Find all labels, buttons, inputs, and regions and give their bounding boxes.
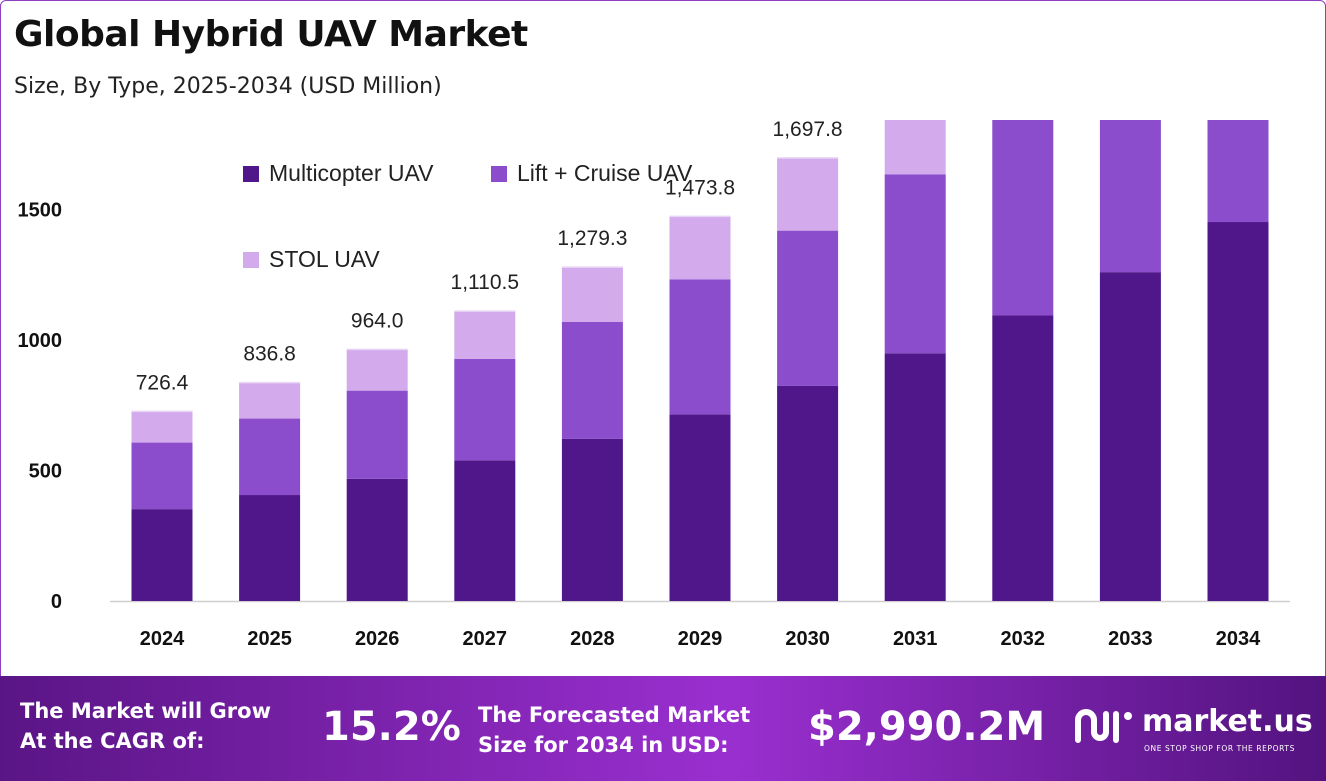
bar-total-label: 726.4 [136,371,189,394]
x-tick-label: 2026 [355,628,400,650]
legend-swatch [243,252,259,268]
x-tick-label: 2024 [140,628,185,650]
bar-total-label: 1,473.8 [665,176,735,199]
x-tick-label: 2027 [463,628,508,650]
bar-segment-multicopter-uav [992,315,1054,601]
bar-segment-stol-uav [561,267,623,322]
bar-total-label: 836.8 [243,343,296,366]
x-tick-label: 2030 [785,628,830,650]
bar-segment-lift-cruise-uav [1099,120,1161,273]
legend-swatch [491,166,507,182]
bar-segment-lift-cruise-uav [239,418,301,496]
bar-segment-multicopter-uav [669,414,731,601]
bar-segment-lift-cruise-uav [884,174,946,354]
bar-segment-multicopter-uav [561,438,623,601]
y-tick-label: 1000 [18,330,63,352]
cagr-label-line2: At the CAGR of: [20,729,205,753]
bar-segment-multicopter-uav [454,460,516,601]
chart-title: Global Hybrid UAV Market [14,14,528,55]
x-tick-label: 2033 [1108,628,1153,650]
bar-segment-stol-uav [669,216,731,280]
forecast-label-line1: The Forecasted Market [478,703,751,727]
bar-segment-stol-uav [777,157,839,231]
bar-segment-stol-uav [131,411,193,443]
bar-segment-multicopter-uav [239,495,301,601]
bar-segment-stol-uav [454,311,516,359]
bar-segment-lift-cruise-uav [1207,120,1269,223]
footer-banner: The Market will Grow At the CAGR of: 15.… [0,676,1326,781]
bar-segment-lift-cruise-uav [992,120,1054,316]
y-tick-label: 0 [51,591,62,613]
legend-label: Lift + Cruise UAV [517,160,693,186]
cagr-label-line1: The Market will Grow [20,699,271,723]
bar-segment-stol-uav [884,120,946,175]
forecast-label-line2: Size for 2034 in USD: [478,733,729,757]
bar-segment-multicopter-uav [777,385,839,601]
bar-segment-lift-cruise-uav [777,230,839,386]
x-tick-label: 2028 [570,628,615,650]
y-tick-label: 500 [29,461,62,483]
bar-total-label: 964.0 [351,309,404,332]
bar-segment-multicopter-uav [1207,222,1269,601]
bar-segment-multicopter-uav [1099,272,1161,601]
market-us-logo-icon [1075,709,1132,743]
bar-segment-lift-cruise-uav [131,442,193,510]
bar-segment-lift-cruise-uav [346,390,408,479]
x-tick-label: 2034 [1216,628,1261,650]
bar-segment-stol-uav [346,349,408,391]
legend-label: Multicopter UAV [269,160,434,186]
bar-segment-multicopter-uav [346,478,408,601]
legend-swatch [243,166,259,182]
bar-segment-multicopter-uav [131,509,193,601]
bar-total-label: 1,110.5 [451,271,520,294]
stacked-bar-chart: 0500100015002000250030003500726.42024836… [18,120,1290,650]
bar-total-label: 1,697.8 [773,120,843,141]
bar-segment-multicopter-uav [884,353,946,601]
x-tick-label: 2031 [893,628,938,650]
legend-label: STOL UAV [269,246,380,272]
x-tick-label: 2029 [678,628,723,650]
bar-segment-lift-cruise-uav [669,279,731,415]
forecast-value: $2,990.2M [808,704,1046,750]
cagr-value: 15.2% [322,704,461,750]
x-tick-label: 2025 [247,628,292,650]
market-us-logo[interactable]: market.us ONE STOP SHOP FOR THE REPORTS [1072,702,1313,762]
y-tick-label: 1500 [18,200,63,222]
chart-subtitle: Size, By Type, 2025-2034 (USD Million) [14,74,442,99]
logo-tagline: ONE STOP SHOP FOR THE REPORTS [1144,744,1295,753]
bar-segment-lift-cruise-uav [454,358,516,461]
bar-segment-stol-uav [239,382,301,419]
x-tick-label: 2032 [1001,628,1046,650]
bar-total-label: 1,279.3 [557,227,627,250]
bar-segment-lift-cruise-uav [561,321,623,439]
logo-name: market.us [1142,704,1313,739]
